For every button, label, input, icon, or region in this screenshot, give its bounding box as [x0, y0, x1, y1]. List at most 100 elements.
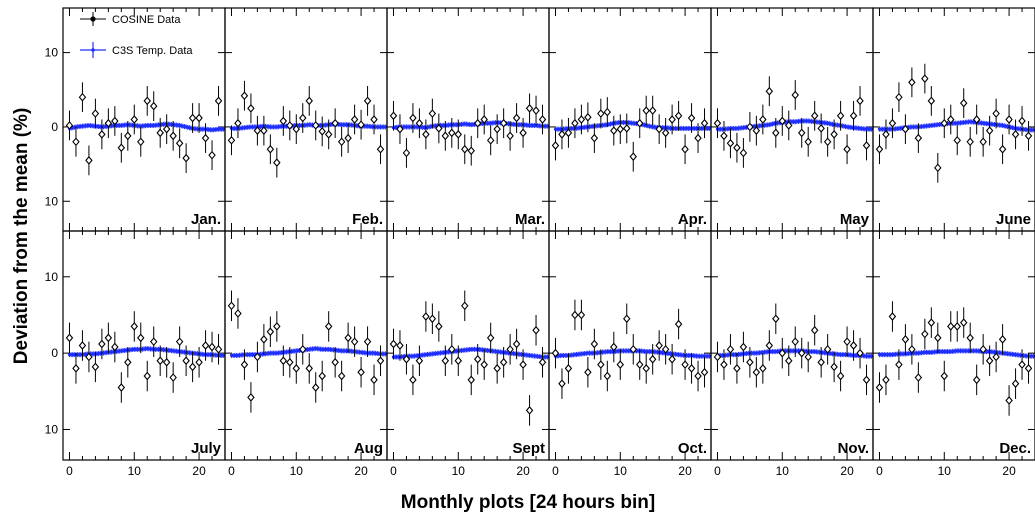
cosine-point: [953, 135, 961, 145]
cosine-point: [538, 357, 547, 367]
cosine-point: [629, 344, 637, 354]
cosine-point: [370, 115, 378, 124]
cosine-point: [473, 118, 482, 128]
cosine-point: [772, 128, 780, 138]
cosine-point: [370, 375, 378, 385]
cosine-point: [396, 124, 404, 134]
x-tick-label: 10: [290, 464, 304, 478]
cosine-point: [137, 137, 145, 147]
cosine-point: [772, 314, 780, 324]
cosine-point: [473, 354, 482, 364]
cosine-point: [836, 371, 845, 381]
cosine-point: [752, 367, 761, 377]
cosine-point: [149, 337, 158, 347]
cosine-point: [882, 375, 890, 385]
cosine-point: [234, 309, 242, 318]
panel-4: Apr.: [548, 7, 712, 232]
cosine-point: [882, 130, 890, 139]
x-tick-label: 0: [876, 464, 883, 478]
cosine-point: [720, 131, 728, 141]
legend-c3s-label: C3S Temp. Data: [112, 45, 193, 57]
cosine-point: [422, 130, 430, 139]
cosine-point: [273, 322, 281, 331]
y-tick-label: 10: [45, 270, 59, 284]
cosine-point: [849, 341, 858, 350]
cosine-point: [253, 126, 262, 135]
cosine-point: [901, 335, 910, 344]
cosine-point: [111, 342, 119, 352]
cosine-point: [681, 360, 689, 369]
cosine-point: [875, 383, 884, 392]
cosine-point: [260, 126, 268, 135]
month-label: May: [840, 211, 870, 228]
cosine-point: [1005, 396, 1013, 405]
cosine-point: [558, 379, 566, 389]
cosine-point: [104, 118, 113, 128]
month-label: June: [996, 211, 1031, 228]
cosine-point: [227, 135, 236, 145]
month-label: Sept: [512, 440, 545, 457]
cosine-point: [512, 339, 521, 349]
cosine-point: [739, 342, 748, 352]
cosine-point: [493, 364, 501, 373]
cosine-point: [720, 360, 728, 369]
cosine-point: [940, 371, 949, 381]
cosine-point: [195, 113, 203, 123]
cosine-point: [862, 141, 871, 150]
cosine-point: [201, 341, 210, 350]
cosine-point: [227, 301, 236, 311]
cosine-point: [331, 118, 339, 128]
legend-c3s-marker: [91, 48, 95, 52]
cosine-point: [843, 144, 851, 154]
cosine-point: [1018, 360, 1026, 369]
cosine-point: [286, 357, 294, 367]
panel-frame: [872, 230, 1035, 461]
cosine-point: [778, 116, 787, 126]
cosine-point: [564, 364, 573, 373]
x-tick-label: 0: [390, 464, 397, 478]
cosine-point: [156, 128, 164, 138]
cosine-point: [733, 364, 741, 373]
x-tick-label: 20: [516, 464, 530, 478]
cosine-point: [467, 375, 475, 385]
cosine-point: [337, 137, 346, 147]
cosine-point: [324, 322, 333, 331]
cosine-point: [836, 111, 845, 121]
cosine-point: [830, 130, 838, 139]
cosine-point: [992, 352, 1000, 362]
cosine-point: [817, 357, 825, 367]
panel-5: May: [710, 7, 874, 232]
cosine-point: [804, 352, 812, 362]
cosine-point: [817, 124, 825, 133]
month-label: Mar.: [515, 211, 545, 228]
month-label: Jan.: [191, 211, 221, 228]
legend: COSINE Data C3S Temp. Data: [80, 12, 193, 58]
cosine-point: [363, 337, 372, 347]
cosine-point: [409, 375, 417, 385]
cosine-point: [266, 144, 275, 154]
cosine-point: [169, 373, 177, 382]
cosine-point: [318, 371, 326, 381]
cosine-point: [331, 357, 339, 367]
cosine-point: [895, 92, 903, 102]
month-label: Feb.: [352, 211, 383, 228]
cosine-point: [396, 341, 404, 350]
month-label: Apr.: [678, 211, 707, 228]
cosine-point: [493, 124, 501, 134]
cosine-point: [454, 130, 463, 139]
month-label: Aug: [354, 440, 383, 457]
cosine-point: [947, 115, 955, 124]
cosine-point: [577, 115, 586, 124]
cosine-point: [759, 364, 767, 373]
cosine-point: [603, 107, 612, 117]
cosine-point: [78, 92, 87, 102]
cosine-point: [564, 128, 573, 138]
cosine-point: [182, 356, 190, 366]
cosine-point: [823, 344, 832, 354]
cosine-point: [240, 91, 249, 101]
cosine-point: [91, 362, 100, 372]
cosine-point: [849, 111, 858, 121]
cosine-point: [856, 348, 864, 358]
cosine-point: [681, 144, 689, 154]
